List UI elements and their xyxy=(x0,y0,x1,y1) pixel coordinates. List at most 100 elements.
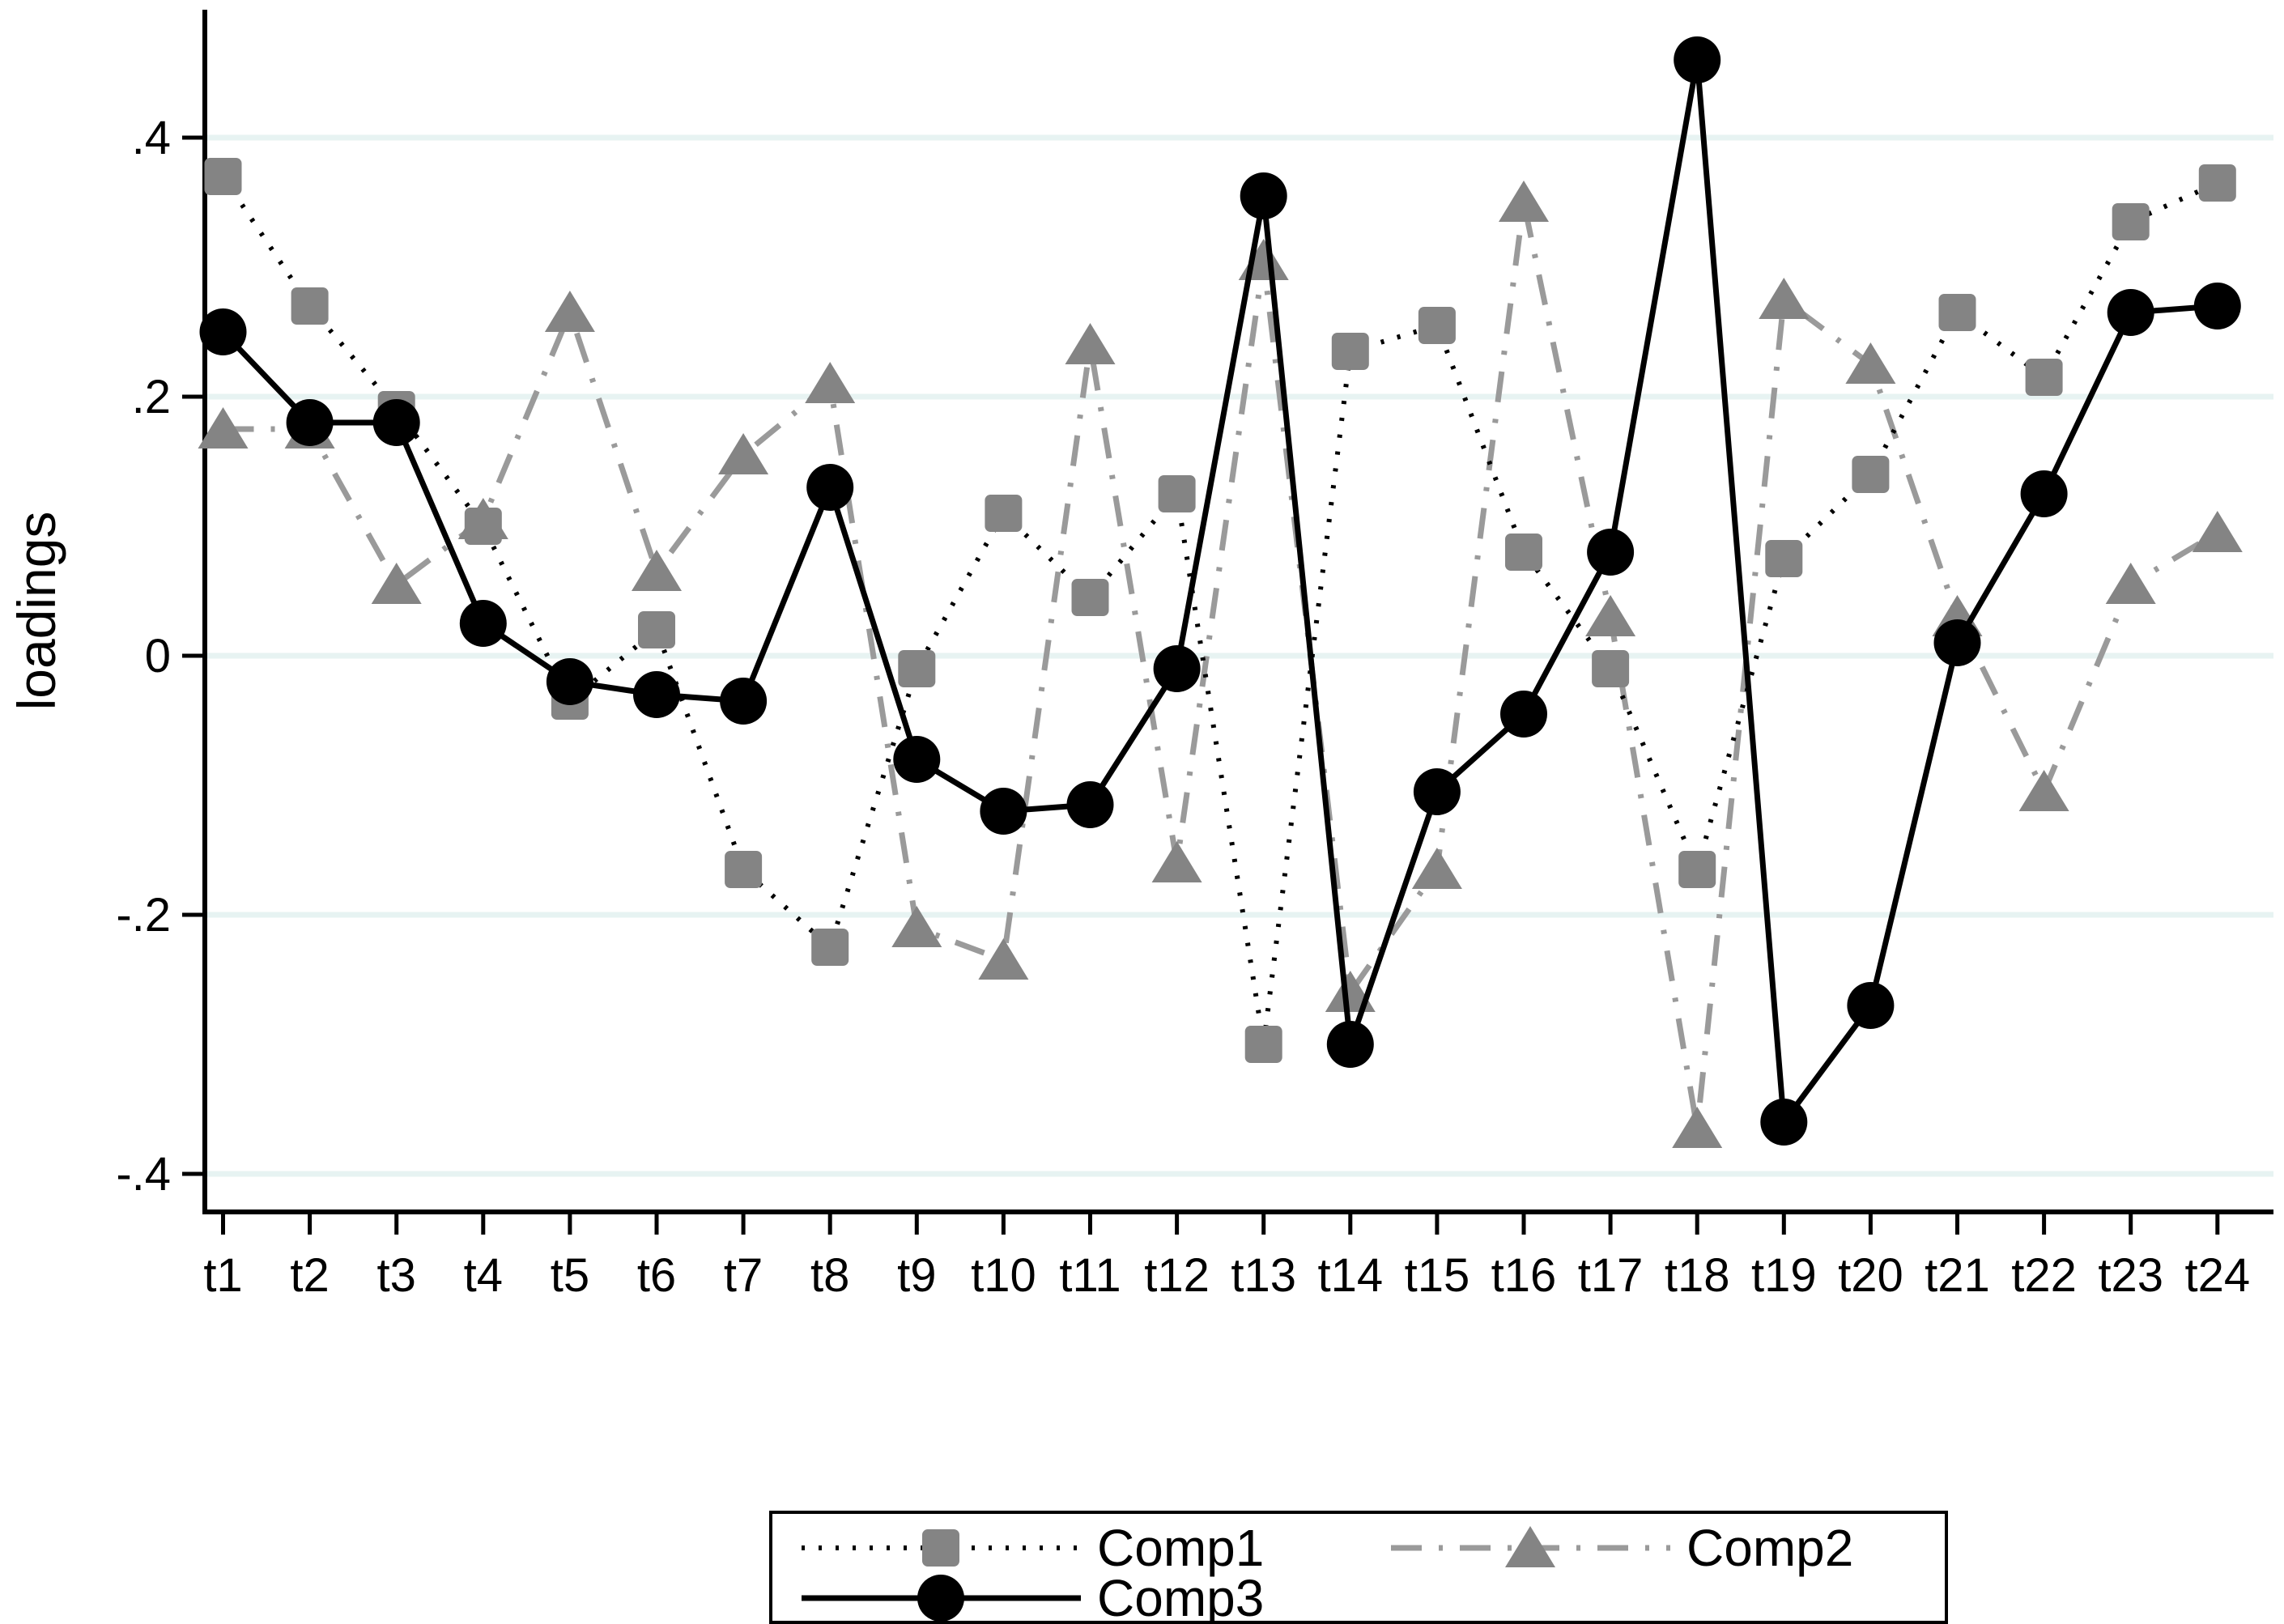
comp1-square-marker xyxy=(985,495,1023,532)
comp2-triangle-marker xyxy=(978,938,1029,980)
comp2-triangle-marker xyxy=(891,906,942,947)
x-tick-label: t3 xyxy=(377,1249,416,1302)
legend-entry-comp2: Comp2 xyxy=(1391,1519,1853,1577)
x-tick-label: t21 xyxy=(1925,1249,1990,1302)
x-tick-label: t4 xyxy=(464,1249,503,1302)
comp1-square-marker xyxy=(1418,307,1456,344)
comp3-circle-marker xyxy=(1326,1021,1374,1068)
comp3-circle-marker xyxy=(286,399,334,446)
comp2-triangle-marker xyxy=(2105,563,2156,604)
comp3-circle-marker xyxy=(1240,172,1287,219)
comp1-square-marker xyxy=(811,929,849,966)
series-comp3 xyxy=(199,36,2241,1146)
data-series xyxy=(198,36,2243,1148)
comp3-circle-marker xyxy=(1413,768,1461,815)
x-tick-label: t23 xyxy=(2098,1249,2163,1302)
comp2-triangle-marker xyxy=(1585,595,1636,636)
comp3-circle-marker xyxy=(1760,1099,1808,1146)
y-tick-labels: .4 .2 0 -.2 -.4 xyxy=(116,112,171,1201)
comp1-square-marker xyxy=(464,508,502,545)
comp2-triangle-marker xyxy=(1411,848,1462,889)
comp3-circle-marker xyxy=(1500,691,1547,738)
x-tick-label: t22 xyxy=(2011,1249,2077,1302)
x-tick-label: t18 xyxy=(1665,1249,1730,1302)
x-tick-label: t15 xyxy=(1405,1249,1470,1302)
comp3-circle-marker xyxy=(633,671,680,718)
x-tick-label: t14 xyxy=(1317,1249,1383,1302)
x-tick-label: t13 xyxy=(1231,1249,1296,1302)
y-axis-title: loadings xyxy=(6,512,66,711)
comp2-triangle-marker xyxy=(1672,1107,1723,1148)
comp1-square-marker xyxy=(898,650,936,687)
comp2-triangle-marker xyxy=(805,362,856,403)
comp2-triangle-marker xyxy=(2192,511,2243,552)
x-tick-label: t17 xyxy=(1578,1249,1644,1302)
comp1-square-marker xyxy=(291,287,329,325)
comp1-square-marker xyxy=(1244,1026,1282,1063)
legend-label: Comp1 xyxy=(1097,1519,1264,1577)
legend-entry-comp1: Comp1 xyxy=(802,1519,1264,1577)
y-tick-label: -.2 xyxy=(116,889,171,942)
comp3-circle-marker xyxy=(806,464,854,511)
x-tick-label: t24 xyxy=(2184,1249,2250,1302)
comp1-square-marker xyxy=(1852,456,1890,493)
legend-box xyxy=(769,1511,1948,1624)
x-tick-label: t11 xyxy=(1059,1249,1121,1302)
comp1-square-marker xyxy=(1158,475,1196,512)
comp3-circle-marker xyxy=(2107,289,2154,336)
x-tick-label: t2 xyxy=(290,1249,329,1302)
series-line-comp2 xyxy=(223,202,2219,1129)
comp2-triangle-marker xyxy=(1845,342,1896,384)
comp1-square-marker xyxy=(725,851,763,888)
comp3-circle-marker xyxy=(893,736,941,783)
comp3-circle-marker xyxy=(1674,36,1721,83)
series-line-comp3 xyxy=(220,59,2218,1130)
comp3-circle-marker xyxy=(546,658,593,705)
x-tick-label: t10 xyxy=(971,1249,1036,1302)
legend: Comp1 Comp2 Comp3 xyxy=(769,1511,1948,1624)
x-tick-label: t6 xyxy=(637,1249,676,1302)
x-tick-labels: t1 t2 t3 t4 t5 t6 t7 t8 t9 t10 t11 t12 t13 t14 t15 t16 t… xyxy=(203,1249,2250,1302)
comp2-triangle-marker xyxy=(718,433,769,474)
series-comp2 xyxy=(198,181,2243,1148)
comp1-square-marker xyxy=(2112,203,2150,240)
legend-label: Comp3 xyxy=(1097,1569,1264,1624)
comp2-triangle-marker xyxy=(371,563,422,604)
comp2-triangle-marker xyxy=(1238,239,1289,280)
x-tick-label: t12 xyxy=(1144,1249,1210,1302)
y-axis-title-group: loadings xyxy=(6,512,66,711)
y-tick-label: .2 xyxy=(132,371,171,423)
x-tick-label: t7 xyxy=(724,1249,763,1302)
gridlines xyxy=(205,134,2273,1177)
comp3-circle-marker xyxy=(980,788,1027,835)
comp1-square-marker xyxy=(1071,579,1109,616)
comp3-circle-marker xyxy=(1933,619,1981,666)
comp2-triangle-marker xyxy=(198,407,249,449)
comp3-circle-marker xyxy=(1847,982,1895,1029)
comp2-triangle-marker xyxy=(1505,1526,1555,1567)
comp3-circle-marker xyxy=(199,308,247,355)
comp1-square-marker xyxy=(2198,164,2236,202)
comp2-triangle-marker xyxy=(2018,770,2069,811)
legend-label: Comp2 xyxy=(1686,1519,1853,1577)
comp3-circle-marker xyxy=(720,678,768,725)
series-comp1 xyxy=(204,158,2236,1063)
comp1-square-marker xyxy=(1765,540,1803,577)
comp1-square-marker xyxy=(2025,359,2063,396)
axes xyxy=(182,10,2273,1235)
comp2-triangle-marker xyxy=(1065,323,1116,364)
comp1-square-marker xyxy=(1331,333,1369,370)
comp3-circle-marker xyxy=(1066,781,1114,828)
x-tick-label: t19 xyxy=(1751,1249,1817,1302)
comp3-circle-marker xyxy=(372,399,420,446)
legend-entry-comp3: Comp3 xyxy=(802,1569,1264,1624)
series-line-comp1 xyxy=(221,175,2219,1045)
comp3-circle-marker xyxy=(1587,529,1635,576)
y-tick-label: 0 xyxy=(145,630,171,682)
y-tick-label: .4 xyxy=(132,112,171,164)
comp3-circle-marker xyxy=(1153,645,1201,692)
comp2-triangle-marker xyxy=(1151,841,1202,882)
y-tick-label: -.4 xyxy=(116,1148,171,1201)
